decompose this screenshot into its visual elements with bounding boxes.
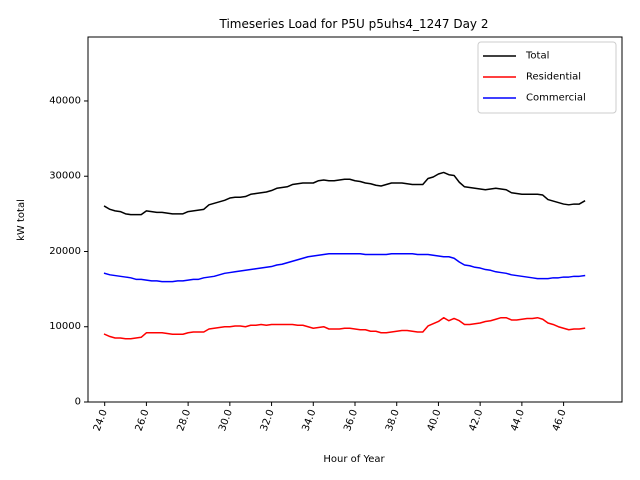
y-axis: 0 10000 20000 30000 40000 [49,95,88,408]
legend-box [477,41,617,114]
y-tick-label: 0 [75,397,81,408]
y-axis-label: kW total [16,199,27,241]
legend-label-commercial: Commercial [526,93,586,104]
series-line-total [103,171,586,216]
legend: Total Residential Commercial [477,41,617,114]
series-line-commercial [103,252,586,283]
y-tick-label: 40000 [49,95,81,106]
legend-label-total: Total [525,51,549,62]
y-tick-label: 30000 [49,171,81,182]
y-tick-label: 20000 [49,246,81,257]
legend-label-residential: Residential [526,72,581,83]
chart-title: Timeseries Load for P5U p5uhs4_1247 Day … [219,17,489,31]
y-tick-label: 10000 [49,321,81,332]
series-line-residential [103,316,586,340]
series-layer [103,171,586,340]
x-axis-label: Hour of Year [323,454,385,465]
